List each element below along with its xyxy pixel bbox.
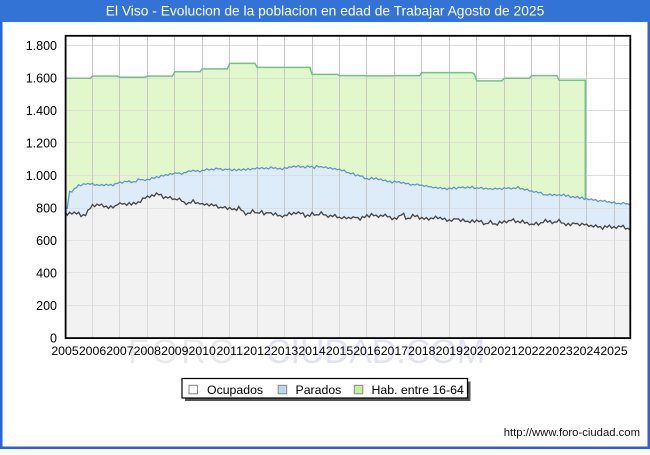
- svg-text:1.600: 1.600: [26, 72, 57, 86]
- svg-text:Ocupados: Ocupados: [207, 383, 263, 397]
- svg-text:1.000: 1.000: [26, 169, 57, 183]
- svg-text:2019: 2019: [436, 344, 464, 358]
- svg-text:2009: 2009: [161, 344, 189, 358]
- svg-text:El Viso - Evolucion de la pobl: El Viso - Evolucion de la poblacion en e…: [106, 4, 545, 19]
- svg-text:200: 200: [36, 299, 57, 313]
- svg-text:1.400: 1.400: [26, 104, 57, 118]
- svg-text:2010: 2010: [189, 344, 217, 358]
- svg-text:800: 800: [36, 202, 57, 216]
- svg-text:2014: 2014: [298, 344, 326, 358]
- svg-text:2015: 2015: [326, 344, 354, 358]
- svg-text:2023: 2023: [545, 344, 573, 358]
- svg-text:2006: 2006: [79, 344, 107, 358]
- svg-text:2016: 2016: [353, 344, 381, 358]
- svg-text:2008: 2008: [134, 344, 162, 358]
- svg-text:2012: 2012: [243, 344, 271, 358]
- svg-text:Parados: Parados: [296, 383, 342, 397]
- svg-text:2005: 2005: [51, 344, 79, 358]
- svg-text:2024: 2024: [573, 344, 601, 358]
- svg-text:2020: 2020: [463, 344, 491, 358]
- svg-text:2013: 2013: [271, 344, 299, 358]
- svg-text:Hab. entre 16-64: Hab. entre 16-64: [372, 383, 464, 397]
- svg-text:2011: 2011: [216, 344, 243, 358]
- svg-text:http://www.foro-ciudad.com: http://www.foro-ciudad.com: [504, 427, 640, 439]
- svg-text:400: 400: [36, 267, 57, 281]
- svg-text:1.800: 1.800: [26, 39, 57, 53]
- svg-text:0: 0: [50, 332, 57, 346]
- svg-text:2018: 2018: [408, 344, 436, 358]
- svg-text:2022: 2022: [518, 344, 546, 358]
- svg-text:2025: 2025: [600, 344, 628, 358]
- svg-text:CIUDAD.COM: CIUDAD.COM: [266, 333, 485, 371]
- svg-text:2017: 2017: [381, 344, 409, 358]
- svg-text:2021: 2021: [491, 344, 519, 358]
- svg-text:600: 600: [36, 234, 57, 248]
- svg-text:2007: 2007: [106, 344, 134, 358]
- svg-text:FORO-: FORO-: [128, 333, 253, 371]
- svg-text:1.200: 1.200: [26, 137, 57, 151]
